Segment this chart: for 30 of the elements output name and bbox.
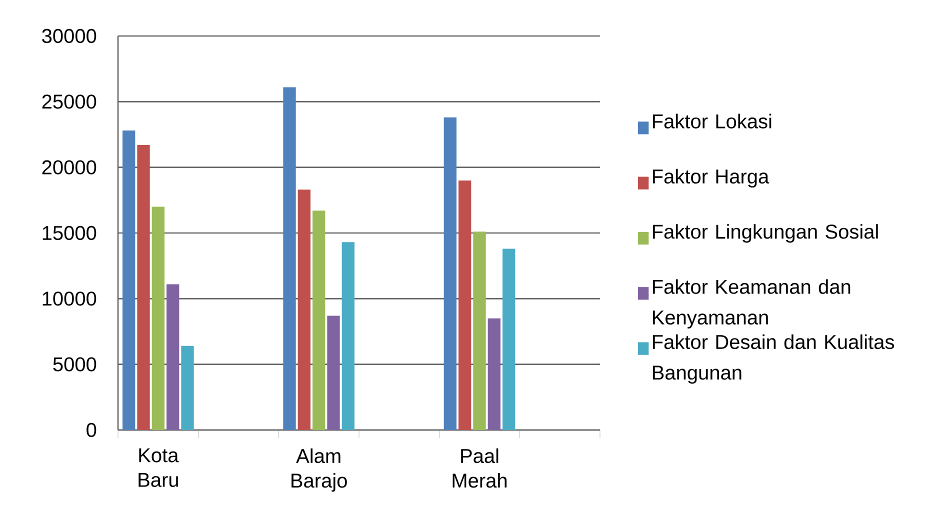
bar: [166, 284, 180, 430]
y-tick-label: 0: [86, 422, 96, 438]
bar: [283, 87, 296, 430]
legend-label: Faktor Lokasi: [652, 114, 772, 128]
x-tick-label: Alam Barajo: [292, 448, 347, 492]
bar: [458, 180, 472, 430]
bar: [444, 117, 456, 430]
y-tick-label: 25000: [42, 94, 96, 109]
y-tick-label: 30000: [42, 28, 96, 44]
bar: [152, 206, 165, 430]
bar: [298, 190, 310, 430]
y-tick-label: 5000: [53, 357, 96, 372]
bar: [488, 318, 500, 430]
y-tick-label: 10000: [42, 292, 96, 306]
bar: [473, 232, 486, 430]
y-tick-label: 20000: [42, 160, 96, 174]
bar: [342, 242, 354, 430]
y-tick-label: 15000: [42, 226, 96, 240]
x-tick-label: Paal Merah: [452, 448, 507, 488]
legend-label: Faktor Lingkungan Sosial: [652, 224, 878, 243]
bar: [312, 210, 326, 430]
legend-label: Faktor Desain dan Kualitas Bangunan: [652, 334, 894, 384]
x-tick-label: Kota Baru: [138, 448, 179, 487]
bar: [327, 316, 340, 430]
legend-label: Faktor Harga: [652, 168, 770, 188]
bar: [137, 145, 150, 430]
bar: [502, 248, 516, 430]
bar: [122, 130, 136, 430]
bar: [181, 346, 194, 430]
legend-label: Faktor Keamanan dan Kenyamanan: [652, 279, 850, 329]
